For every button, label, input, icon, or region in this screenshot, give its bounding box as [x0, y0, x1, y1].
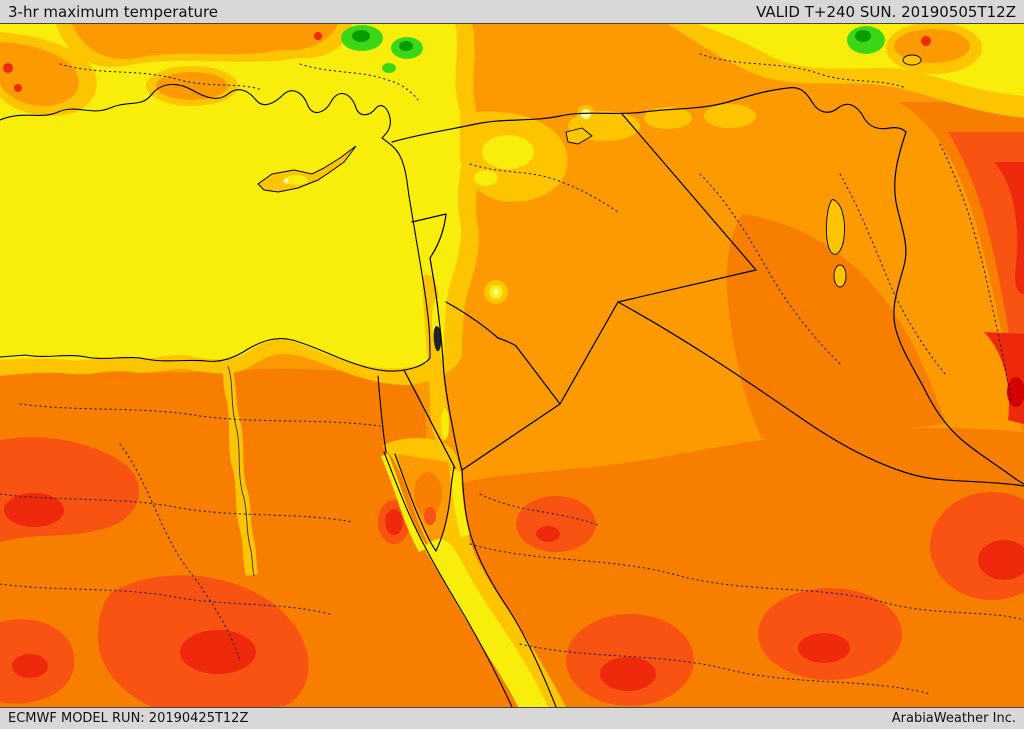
header-bar: 3-hr maximum temperature VALID T+240 SUN… [0, 0, 1024, 24]
iraq-jordan-border [617, 269, 757, 303]
lakes [565, 54, 922, 288]
suez-isthmus [377, 375, 387, 453]
red-sea-east-shore [461, 468, 557, 707]
valid-time-label: VALID T+240 SUN. 20190505T12Z [756, 2, 1016, 21]
lebanon-borders [411, 213, 447, 259]
admin-boundaries [0, 53, 1024, 695]
cyprus-island [257, 145, 357, 193]
jordan-river-border [429, 257, 463, 471]
lake-tharthar [826, 199, 845, 255]
warm-land-regions [0, 102, 1024, 707]
lake-assad [565, 127, 593, 145]
temperature-map-svg [0, 24, 1024, 707]
jordan-saudi-border [461, 301, 619, 471]
iran-border [893, 131, 1024, 485]
iraq-saudi-border [617, 301, 1024, 487]
syria-iraq-border [621, 113, 757, 271]
page-title: 3-hr maximum temperature [8, 2, 219, 21]
green-cool-spots [341, 25, 885, 73]
sinai-west-shore [394, 453, 437, 552]
nile-valley [222, 362, 258, 577]
dead-sea [433, 326, 442, 352]
model-run-label: ECMWF MODEL RUN: 20190425T12Z [8, 711, 249, 726]
footer-bar: ECMWF MODEL RUN: 20190425T12Z ArabiaWeat… [0, 707, 1024, 729]
nile-river-line [227, 365, 255, 577]
turkey-south-border [391, 87, 907, 143]
syria-jordan-border [445, 301, 499, 339]
brand-label: ArabiaWeather Inc. [891, 711, 1016, 726]
mediterranean-coastline [0, 83, 431, 372]
temperature-map [0, 24, 1024, 707]
anatolia-warm-patches [0, 24, 982, 116]
lake-razzaza [833, 264, 847, 288]
egypt-israel-border [403, 369, 456, 469]
country-borders [0, 83, 1024, 707]
lake-van [902, 54, 922, 66]
jordan-valley-strip [422, 274, 449, 442]
red-sea-region [381, 438, 566, 707]
red-sea-west-shore [383, 451, 513, 707]
sinai-east-shore [435, 466, 455, 552]
